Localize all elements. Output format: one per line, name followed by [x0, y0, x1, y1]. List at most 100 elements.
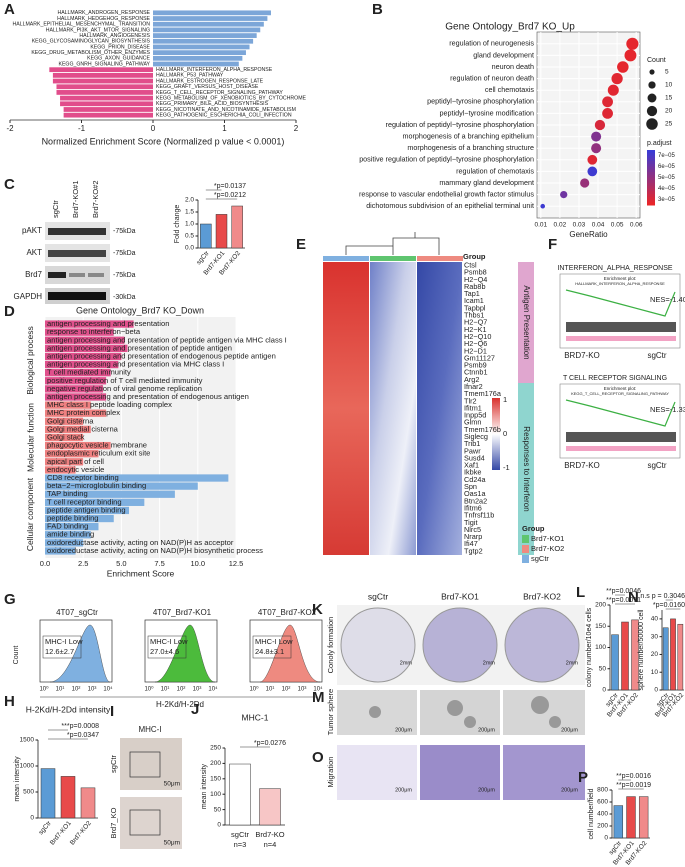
protein-label: GAPDH [14, 292, 43, 301]
dot [580, 178, 590, 188]
panel-label: C [4, 176, 15, 193]
bar [231, 205, 243, 249]
bar-label: oxidoreductase activity, acting on NAD(P… [47, 546, 263, 555]
dot [591, 143, 602, 154]
module-label: Responses to Interferon [522, 426, 531, 511]
bar [45, 531, 91, 539]
bar [153, 10, 271, 16]
nes-label: NES=-1.40 [650, 295, 685, 304]
gene-label: Gm11127 [464, 353, 495, 362]
y-tick-label: regulation of peptidyl−tyrosine phosphor… [386, 120, 534, 129]
gsea-frame [559, 273, 681, 349]
bar-label: KEGG_PRIMARY_BILE_ACID_BIOSYNTHESIS [156, 101, 269, 107]
protein-label: AKT [26, 248, 42, 257]
x-tick-label: 0.0 [40, 559, 50, 568]
annotation: **p=0.0046 [606, 588, 641, 595]
plot-title: T CELL RECEPTOR SIGNALING [563, 375, 667, 382]
x-tick-label: 10⁴ [313, 686, 323, 693]
bar [153, 55, 243, 61]
gene-label: Ifi47 [464, 539, 478, 548]
bar [153, 38, 254, 44]
annotation: **p=0.0071 [606, 597, 641, 604]
scale-label: 2mm [566, 660, 579, 666]
rank-bar [566, 446, 676, 451]
x-tick-label: 10¹ [56, 687, 65, 693]
colorbar [647, 152, 655, 156]
x-tick-label: n=3 [234, 840, 247, 849]
bar-label: antigen processing and presentation of p… [47, 343, 232, 352]
colorbar [647, 166, 655, 170]
colorbar [647, 180, 655, 184]
bar-label: MHC protein complex [47, 408, 120, 417]
gene-label: Pawr [464, 446, 481, 455]
annotation: *p=0.0347 [67, 732, 99, 739]
colorbar [647, 169, 655, 173]
bar [45, 377, 107, 385]
bar [153, 61, 239, 67]
bar-label: KEGG_T_CELL_RECEPTOR_SIGNALING_PATHWAY [156, 90, 283, 96]
class-label: BRD7-KO [564, 351, 600, 360]
x-tick-label: Brd7-KO2 [69, 820, 93, 847]
bar-label: antigen processing and presentation of e… [47, 392, 249, 401]
legend-title: Group [463, 252, 486, 261]
gene-label: Ctnnb1 [464, 368, 488, 377]
panel-label: O [312, 749, 324, 766]
gene-label: Susd4 [464, 453, 485, 462]
chart-title: Gene Ontology_Brd7 KO_Up [445, 22, 575, 33]
colorbar [647, 163, 655, 167]
bar [259, 788, 281, 826]
dot [626, 37, 639, 50]
x-tick-label: 10⁴ [208, 686, 218, 693]
gene-label: Icam1 [464, 296, 484, 305]
dot [587, 166, 598, 177]
bar-label: apical part of cell [47, 457, 104, 466]
dot [624, 49, 637, 62]
x-tick-label: 0.06 [630, 222, 643, 229]
bar [45, 547, 76, 555]
y-tick-label: neuron death [492, 62, 534, 71]
y-tick-label: 0 [602, 687, 606, 694]
bar [45, 385, 104, 393]
scale-label: 50μm [164, 840, 180, 847]
colorbar-label: 3e−05 [658, 197, 676, 203]
panel-label: G [4, 591, 16, 608]
gate-box [252, 635, 292, 659]
panel-label: L [576, 584, 585, 601]
y-tick-label: 800 [597, 787, 608, 794]
x-tick-label: 10.0 [190, 559, 205, 568]
hit-ticks [566, 432, 676, 442]
bar-label: KEGG_PRION_DISEASE [90, 44, 150, 50]
bar-label: HALLMARK_ESTROGEN_RESPONSE_LATE [156, 78, 264, 84]
dot [540, 203, 546, 209]
x-tick-label: 10⁰ [249, 686, 259, 693]
panel-label: P [578, 769, 588, 786]
colorbar [647, 161, 655, 165]
bar [631, 619, 639, 691]
dot [560, 190, 568, 199]
panel-label: N [628, 589, 639, 606]
dot [602, 96, 613, 108]
x-tick-label: 1 [222, 124, 227, 133]
gene-label: Cd24a [464, 475, 486, 484]
chart-title: MHC-1 [242, 712, 269, 722]
scale-label: 200μm [395, 727, 412, 733]
bar [45, 522, 99, 531]
bar [153, 27, 261, 33]
dot [617, 61, 629, 73]
gate-label: MHC-I Low [150, 637, 188, 646]
gene-label: H2−K1 [464, 325, 487, 334]
class-label: sgCtr [647, 461, 666, 470]
bar [215, 214, 228, 249]
row-label: Tumor sphere [326, 689, 335, 735]
gene-label: H2−Q7 [464, 318, 487, 327]
legend-dot [647, 93, 657, 103]
x-tick-label: 10¹ [266, 687, 275, 693]
bar-label: antigen processing and presentation of p… [47, 335, 287, 344]
bar [45, 360, 119, 369]
bar-label: MHC class I peptide loading complex [47, 400, 172, 409]
gene-label: H2−Q6 [464, 339, 487, 348]
bar [153, 16, 268, 21]
gene-label: Ifitm1 [464, 403, 482, 412]
x-axis-title: Normalized Enrichment Score (Normalized … [42, 136, 285, 146]
colorbar [647, 191, 655, 195]
